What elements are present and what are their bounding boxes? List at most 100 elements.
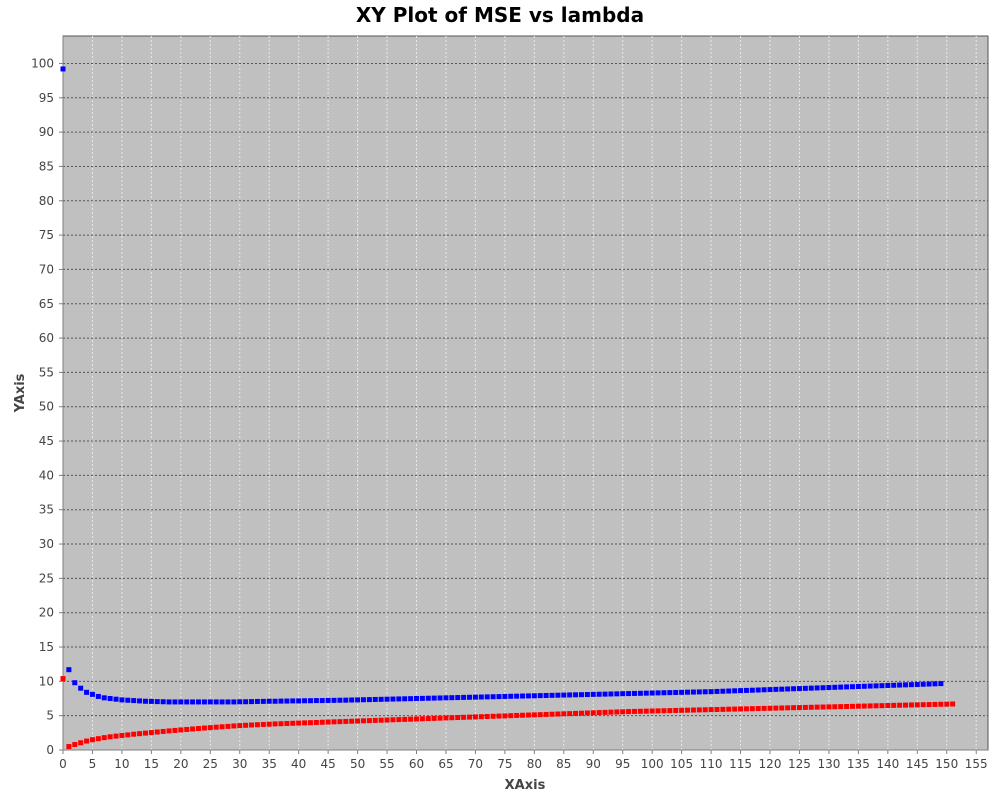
data-point [296, 698, 302, 704]
data-point [820, 685, 826, 691]
data-point [620, 691, 626, 697]
data-point [60, 676, 66, 682]
x-tick-label: 100 [641, 757, 664, 771]
data-point [867, 683, 873, 689]
data-point [844, 684, 850, 690]
data-point [278, 721, 284, 727]
data-point [561, 711, 567, 717]
data-point [201, 725, 207, 731]
data-point [408, 716, 414, 722]
data-point [767, 687, 773, 693]
data-point [561, 692, 567, 698]
y-tick-label: 85 [39, 159, 54, 173]
data-point [437, 695, 443, 701]
data-point [761, 687, 767, 693]
x-tick-label: 75 [497, 757, 512, 771]
data-point [337, 697, 343, 703]
data-point [608, 691, 614, 697]
data-point [431, 695, 437, 701]
data-point [296, 720, 302, 726]
data-point [643, 708, 649, 714]
data-point [726, 706, 732, 712]
data-point [266, 721, 272, 727]
y-tick-label: 80 [39, 194, 54, 208]
data-point [243, 699, 249, 705]
data-point [243, 722, 249, 728]
data-point [679, 707, 685, 713]
data-point [802, 704, 808, 710]
data-point [178, 727, 184, 733]
data-point [926, 702, 932, 708]
data-point [525, 693, 531, 699]
data-point [390, 696, 396, 702]
chart-title: XY Plot of MSE vs lambda [356, 3, 644, 27]
data-point [201, 699, 207, 705]
x-tick-label: 45 [320, 757, 335, 771]
data-point [749, 687, 755, 693]
data-point [78, 685, 84, 691]
x-tick-label: 50 [350, 757, 365, 771]
y-tick-label: 40 [39, 468, 54, 482]
data-point [148, 730, 154, 736]
x-tick-label: 135 [847, 757, 870, 771]
data-point [637, 690, 643, 696]
data-point [573, 710, 579, 716]
data-point [302, 720, 308, 726]
data-point [791, 686, 797, 692]
data-point [125, 732, 131, 738]
data-point [696, 689, 702, 695]
data-point [343, 718, 349, 724]
x-tick-label: 130 [817, 757, 840, 771]
data-point [614, 691, 620, 697]
data-point [549, 711, 555, 717]
y-tick-label: 45 [39, 434, 54, 448]
data-point [449, 715, 455, 721]
data-point [826, 685, 832, 691]
data-point [655, 708, 661, 714]
data-point [166, 699, 172, 705]
x-tick-label: 105 [670, 757, 693, 771]
data-point [331, 697, 337, 703]
data-point [755, 706, 761, 712]
data-point [908, 682, 914, 688]
data-point [360, 718, 366, 724]
data-point [278, 698, 284, 704]
data-point [938, 701, 944, 707]
data-point [649, 708, 655, 714]
data-point [578, 692, 584, 698]
data-point [903, 702, 909, 708]
data-point [343, 697, 349, 703]
data-point [478, 694, 484, 700]
x-tick-label: 5 [89, 757, 97, 771]
data-point [437, 715, 443, 721]
data-point [849, 703, 855, 709]
y-tick-label: 65 [39, 297, 54, 311]
data-point [396, 696, 402, 702]
x-tick-label: 10 [114, 757, 129, 771]
grid [62, 36, 988, 751]
data-point [920, 702, 926, 708]
data-point [637, 708, 643, 714]
data-point [290, 698, 296, 704]
x-tick-label: 65 [438, 757, 453, 771]
data-point [307, 720, 313, 726]
data-point [785, 705, 791, 711]
data-point [237, 699, 243, 705]
y-tick-label: 100 [31, 56, 54, 70]
data-point [779, 705, 785, 711]
data-point [891, 702, 897, 708]
data-point [525, 712, 531, 718]
data-point [655, 690, 661, 696]
data-point [137, 731, 143, 737]
data-point [584, 710, 590, 716]
data-point [796, 686, 802, 692]
data-point [260, 721, 266, 727]
data-point [661, 708, 667, 714]
data-point [673, 689, 679, 695]
data-point [861, 683, 867, 689]
y-tick-label: 30 [39, 537, 54, 551]
data-point [72, 680, 78, 686]
x-tick-label: 155 [965, 757, 988, 771]
data-point [172, 699, 178, 705]
data-point [938, 681, 944, 687]
